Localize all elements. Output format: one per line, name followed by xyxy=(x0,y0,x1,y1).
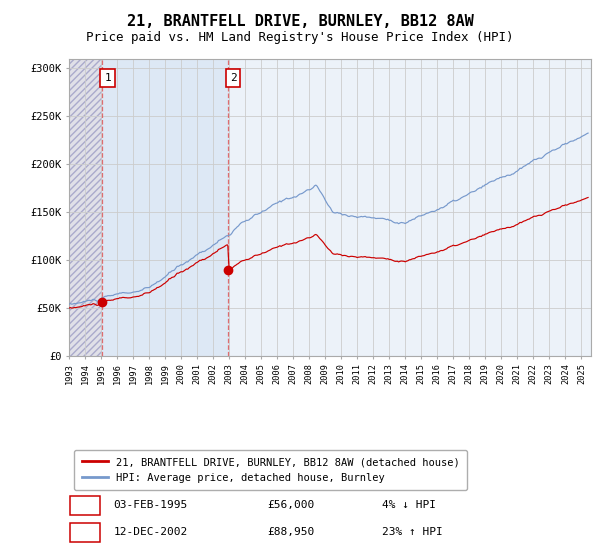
Text: 4% ↓ HPI: 4% ↓ HPI xyxy=(382,501,436,511)
FancyBboxPatch shape xyxy=(70,496,100,515)
Text: 2: 2 xyxy=(230,73,236,83)
Text: 2: 2 xyxy=(81,527,88,537)
Text: £56,000: £56,000 xyxy=(268,501,314,511)
Text: 1: 1 xyxy=(104,73,111,83)
Bar xyxy=(69,59,103,356)
Text: Price paid vs. HM Land Registry's House Price Index (HPI): Price paid vs. HM Land Registry's House … xyxy=(86,31,514,44)
Text: 03-FEB-1995: 03-FEB-1995 xyxy=(113,501,188,511)
Text: 23% ↑ HPI: 23% ↑ HPI xyxy=(382,527,443,537)
Bar xyxy=(103,59,228,356)
Text: 12-DEC-2002: 12-DEC-2002 xyxy=(113,527,188,537)
Text: 1: 1 xyxy=(81,501,88,511)
Text: £88,950: £88,950 xyxy=(268,527,314,537)
Bar xyxy=(69,59,103,356)
Legend: 21, BRANTFELL DRIVE, BURNLEY, BB12 8AW (detached house), HPI: Average price, det: 21, BRANTFELL DRIVE, BURNLEY, BB12 8AW (… xyxy=(74,450,467,490)
Text: 21, BRANTFELL DRIVE, BURNLEY, BB12 8AW: 21, BRANTFELL DRIVE, BURNLEY, BB12 8AW xyxy=(127,14,473,29)
Bar xyxy=(228,59,591,356)
FancyBboxPatch shape xyxy=(70,523,100,542)
